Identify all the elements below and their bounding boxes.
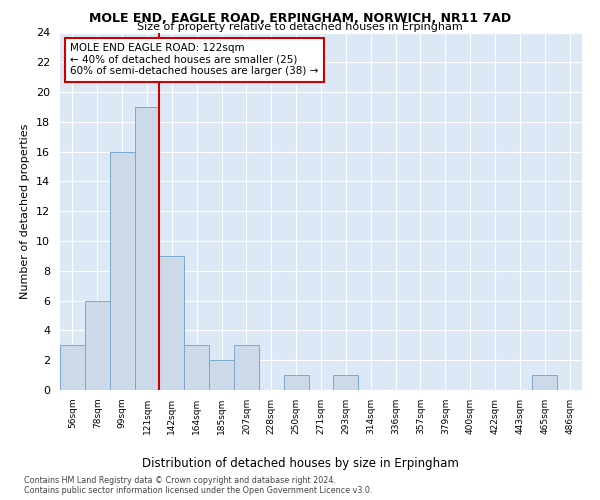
Bar [110, 152, 134, 390]
Bar [184, 346, 209, 390]
Text: Size of property relative to detached houses in Erpingham: Size of property relative to detached ho… [137, 22, 463, 32]
Text: MOLE END EAGLE ROAD: 122sqm
← 40% of detached houses are smaller (25)
60% of sem: MOLE END EAGLE ROAD: 122sqm ← 40% of det… [70, 43, 319, 76]
Bar [209, 360, 234, 390]
Text: Distribution of detached houses by size in Erpingham: Distribution of detached houses by size … [142, 458, 458, 470]
Text: MOLE END, EAGLE ROAD, ERPINGHAM, NORWICH, NR11 7AD: MOLE END, EAGLE ROAD, ERPINGHAM, NORWICH… [89, 12, 511, 26]
Bar [60, 346, 85, 390]
Bar [334, 375, 358, 390]
Bar [160, 256, 184, 390]
Bar [85, 300, 110, 390]
Bar [134, 107, 160, 390]
Y-axis label: Number of detached properties: Number of detached properties [20, 124, 31, 299]
Bar [532, 375, 557, 390]
Text: Contains HM Land Registry data © Crown copyright and database right 2024.
Contai: Contains HM Land Registry data © Crown c… [24, 476, 373, 495]
Bar [234, 346, 259, 390]
Bar [284, 375, 308, 390]
